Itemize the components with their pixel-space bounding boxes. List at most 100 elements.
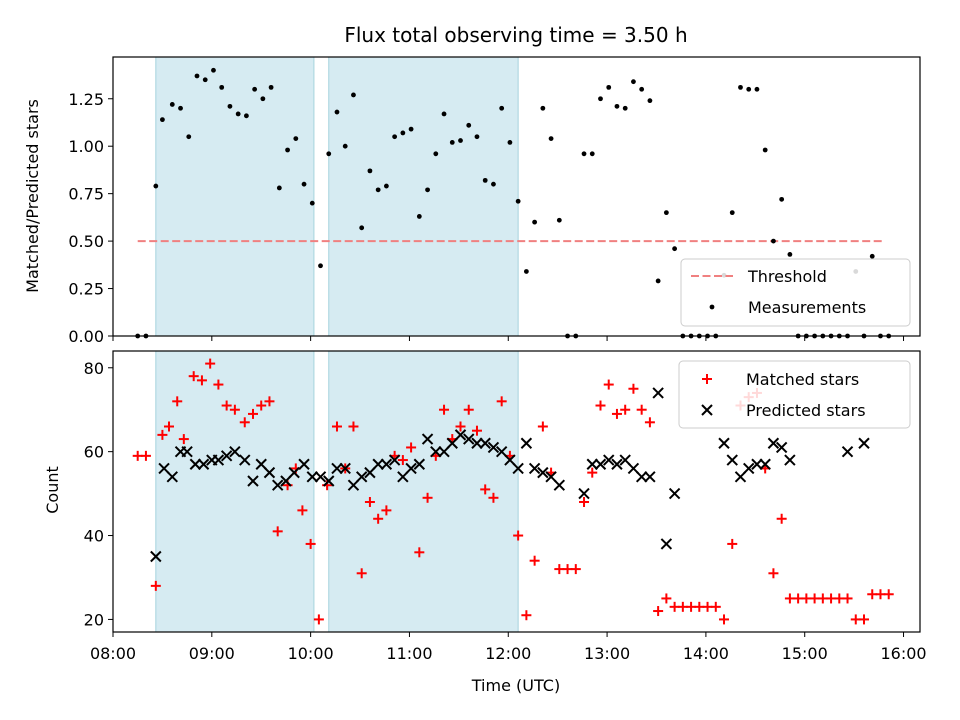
matched-star-point [188, 371, 199, 382]
predicted-star-point-b [463, 433, 475, 445]
predicted-star-point [212, 454, 225, 466]
measurement-point [260, 96, 266, 102]
matched-star-point [768, 568, 779, 579]
predicted-star-point [197, 458, 210, 470]
predicted-star-point [652, 387, 664, 399]
matched-star-point [661, 593, 672, 604]
top-chart-title: Flux total observing time = 3.50 h [344, 23, 687, 47]
x-tick-label: 10:00 [288, 644, 334, 663]
x-tick-label: 09:00 [189, 644, 235, 663]
predicted-star-point-b [759, 458, 771, 470]
predicted-star-point [528, 462, 541, 475]
matched-star-point [157, 429, 168, 440]
predicted-star-point [298, 458, 310, 470]
matched-star-point [221, 400, 232, 411]
predicted-star-point-b [578, 487, 590, 500]
predicted-star-point-b [229, 445, 241, 458]
measurement-point [433, 151, 439, 157]
matched-star-point [463, 404, 474, 415]
predicted-star-point [726, 454, 738, 466]
top-shaded-intervals [155, 56, 519, 337]
measurement-point [160, 117, 165, 123]
y-tick-label: 0.25 [68, 280, 104, 299]
predicted-star-point [660, 538, 673, 550]
predicted-star-point [339, 462, 351, 475]
predicted-star-point-b [784, 454, 796, 466]
predicted-star-point-b [314, 471, 327, 483]
bottom-y-axis-label: Count [43, 466, 62, 514]
predicted-star-point-b [611, 458, 623, 470]
matched-star-point [776, 513, 787, 524]
predicted-star-point-b [158, 462, 170, 475]
legend-threshold-label: Threshold [747, 267, 827, 286]
matched-star-point [213, 379, 224, 390]
legend-matched-swatch [702, 374, 712, 384]
predicted-star-point [372, 458, 384, 470]
measurement-point [449, 140, 455, 145]
predicted-star-point [858, 437, 870, 449]
predicted-star-point-b [545, 471, 557, 483]
matched-star-point [455, 421, 466, 432]
matched-star-point [364, 496, 375, 507]
matched-star-point [579, 496, 590, 507]
measurement-point [771, 238, 776, 244]
predicted-star-point-b [775, 441, 788, 454]
measurement-point [425, 187, 430, 193]
x-tick-label: 16:00 [880, 644, 926, 663]
measurement-point [153, 183, 159, 189]
matched-star-point [727, 538, 738, 549]
measurement-point [779, 196, 785, 202]
predicted-star-point [323, 475, 335, 487]
matched-star-point [196, 375, 207, 386]
predicted-star-point-b [520, 437, 533, 449]
predicted-star-point-b [495, 445, 508, 458]
top-x-ticks [112, 336, 905, 341]
bottom-shaded-band [328, 350, 519, 633]
measurement-point [293, 136, 299, 142]
predicted-star-point [537, 466, 549, 479]
measurement-point [268, 84, 274, 90]
predicted-star-point-b [504, 454, 516, 466]
matched-star-point [239, 417, 250, 428]
predicted-star-point [743, 462, 755, 475]
predicted-star-point-b [751, 458, 763, 470]
top-shaded-band [155, 56, 315, 337]
matched-star-point [205, 358, 216, 369]
predicted-star-point-b [479, 437, 491, 449]
matched-star-point [247, 408, 258, 419]
measurement-point [639, 86, 645, 92]
y-tick-label: 80 [84, 359, 104, 378]
measurement-point [466, 122, 472, 128]
matched-star-point [140, 450, 151, 461]
matched-star-point [406, 442, 417, 453]
predicted-star-point [520, 437, 533, 449]
legend-measurement-swatch [709, 304, 715, 310]
predicted-star-point-b [619, 454, 631, 466]
predicted-star-point [751, 458, 763, 470]
predicted-star-point [586, 458, 598, 470]
predicted-star-point-b [166, 471, 178, 483]
predicted-star-point-b [388, 454, 401, 466]
matched-star-point [313, 614, 324, 625]
measurement-point [663, 210, 669, 216]
predicted-star-point-b [372, 458, 384, 470]
top-shaded-band [328, 56, 519, 337]
measurement-point [219, 84, 225, 90]
predicted-star-point [388, 454, 401, 466]
measurement-point [318, 263, 323, 269]
bottom-x-axis-label: Time (UTC) [471, 676, 560, 695]
predicted-star-point-b [339, 462, 351, 475]
measurement-point [334, 109, 340, 115]
predicted-star-point-b [553, 479, 566, 491]
predicted-star-point-b [421, 433, 434, 445]
top-y-ticks: 0.00 0.25 0.50 0.75 1.00 1.25 [68, 90, 113, 346]
predicted-star-point [220, 450, 233, 462]
matched-star-point [264, 396, 275, 407]
measurement-point [367, 168, 373, 174]
measurement-point [326, 151, 332, 157]
measurement-point [647, 98, 653, 104]
predicted-star-point [578, 487, 590, 500]
bottom-panel: Count Time (UTC) 20 40 60 80 08:00 09:00 10:0… [43, 350, 927, 695]
measurement-point [507, 140, 513, 145]
